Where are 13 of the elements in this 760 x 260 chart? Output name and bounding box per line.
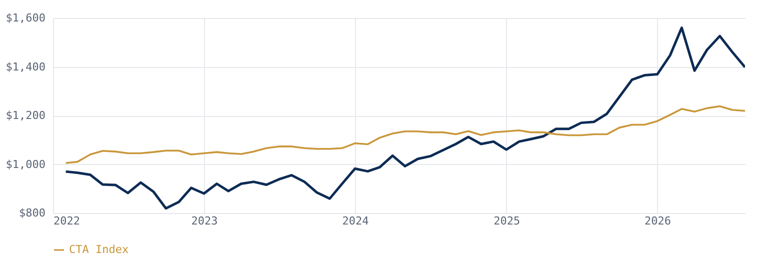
- x-tick-label: 2022: [54, 214, 80, 228]
- x-tick-label: 2026: [644, 214, 672, 228]
- line-series: [64, 26, 745, 210]
- y-tick-label: $800: [19, 206, 46, 220]
- y-tick-label: $1,600: [6, 12, 46, 24]
- x-tick-label: 2025: [494, 214, 520, 228]
- line-series: [64, 105, 745, 164]
- y-tick-label: $1,200: [6, 109, 46, 122]
- y-tick-label: $1,000: [6, 158, 46, 171]
- x-tick-label: 2023: [191, 214, 218, 228]
- x-tick-label: 2024: [342, 214, 370, 228]
- y-tick-label: $1,400: [6, 60, 46, 74]
- legend-label: CTA Index: [69, 243, 129, 256]
